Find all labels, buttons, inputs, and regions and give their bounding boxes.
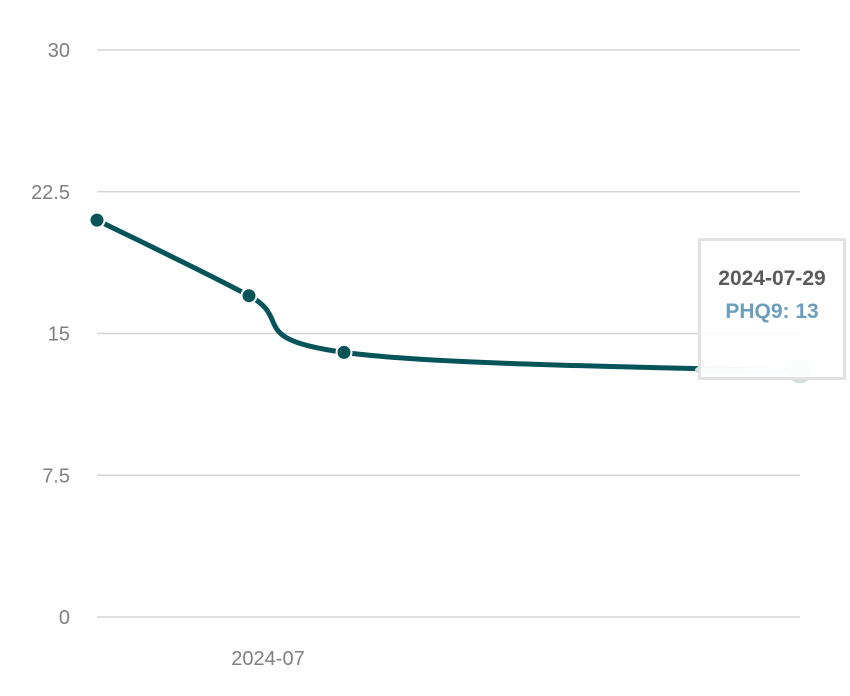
tooltip-date: 2024-07-29 (718, 267, 826, 290)
tooltip-value: PHQ9: 13 (725, 300, 819, 323)
y-tick-label: 30 (48, 40, 70, 62)
x-tick-label: 2024-07 (231, 648, 304, 670)
y-axis-tick-labels: 0 7.5 15 22.5 30 (31, 40, 70, 629)
y-tick-label: 0 (59, 607, 70, 629)
data-point[interactable] (88, 211, 106, 229)
y-tick-label: 7.5 (42, 465, 70, 487)
y-grid-lines (97, 49, 800, 618)
phq9-line (94, 217, 803, 374)
x-axis-tick-labels: 2024-07 (231, 648, 304, 670)
data-point[interactable] (240, 287, 258, 305)
y-tick-label: 15 (48, 324, 70, 346)
data-point[interactable] (335, 343, 353, 361)
y-tick-label: 22.5 (31, 182, 70, 204)
data-tooltip: 2024-07-29 PHQ9: 13 (698, 238, 846, 380)
